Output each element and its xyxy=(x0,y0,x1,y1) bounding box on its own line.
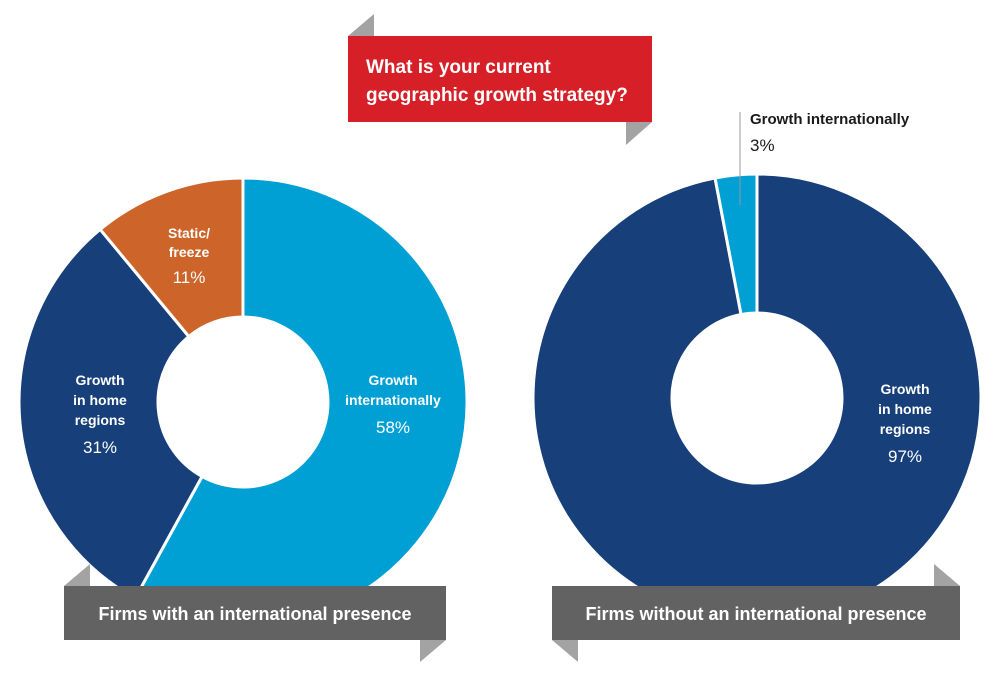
banner-fold xyxy=(934,564,960,586)
slice-value-label: 3% xyxy=(750,136,775,155)
donut-chart-international xyxy=(17,176,469,628)
slice-value-label: 97% xyxy=(888,447,922,466)
slice-label-line: in home xyxy=(73,392,127,408)
slice-label-line: Growth xyxy=(76,372,125,388)
question-box xyxy=(348,36,652,122)
chart-title: Firms with an international presence xyxy=(98,604,411,624)
slice-label-line: Growth internationally xyxy=(750,111,910,128)
chart-title-banner-left: Firms with an international presence xyxy=(64,564,446,662)
question-line-1: What is your current xyxy=(366,57,551,78)
slice-label-static-left: Static/ freeze 11% xyxy=(168,225,210,287)
slice-label-line: Growth xyxy=(881,381,930,397)
banner-fold xyxy=(348,14,374,36)
chart-title-banner-right: Firms without an international presence xyxy=(552,564,960,662)
slice-label-line: internationally xyxy=(345,392,441,408)
chart-title-box xyxy=(552,586,960,640)
donut-slice-2 xyxy=(98,176,245,339)
slice-value-label: 58% xyxy=(376,418,410,437)
chart-title: Firms without an international presence xyxy=(585,604,926,624)
donut-chart-no-international xyxy=(531,172,983,624)
slice-value-label: 11% xyxy=(173,268,206,287)
donut-slice-1 xyxy=(17,227,205,601)
slice-label-line: Static/ xyxy=(168,225,210,241)
slice-label-line: Growth xyxy=(369,372,418,388)
slice-label-line: in home xyxy=(878,401,932,417)
slice-label-line: freeze xyxy=(169,244,210,260)
chart-title-box xyxy=(64,586,446,640)
slice-label-line: regions xyxy=(880,421,931,437)
slice-label-line: regions xyxy=(75,412,126,428)
slice-label-growth-home-right: Growth in home regions 97% xyxy=(878,381,932,466)
slice-label-growth-internationally-left: Growth internationally 58% xyxy=(345,372,441,437)
banner-fold xyxy=(420,640,446,662)
donut-slice-1 xyxy=(713,172,759,317)
donut-slice-0 xyxy=(531,172,983,624)
slice-callout-growth-international-right: Growth internationally 3% xyxy=(739,111,910,205)
slice-value-label: 31% xyxy=(83,438,117,457)
banner-fold xyxy=(64,564,90,586)
question-line-2: geographic growth strategy? xyxy=(366,85,628,106)
slice-label-growth-home-left: Growth in home regions 31% xyxy=(73,372,127,457)
banner-fold xyxy=(552,640,578,662)
question-banner: What is your current geographic growth s… xyxy=(348,14,652,145)
banner-fold xyxy=(626,122,652,145)
